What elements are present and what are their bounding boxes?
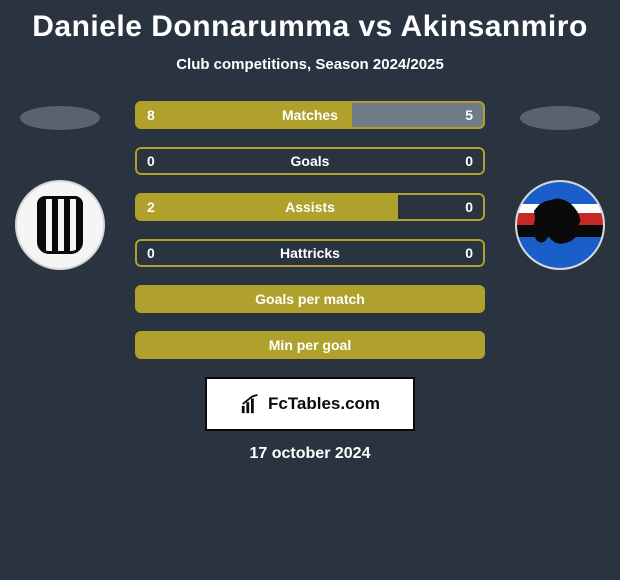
stat-label: Goals per match xyxy=(135,285,485,313)
stat-value-left: 8 xyxy=(147,101,155,129)
stat-value-right: 0 xyxy=(465,147,473,175)
stat-row: Matches8 5 xyxy=(135,101,485,129)
stat-value-left: 0 xyxy=(147,147,155,175)
page-title: Daniele Donnarumma vs Akinsanmiro xyxy=(0,0,620,44)
stat-value-right: 0 xyxy=(465,193,473,221)
club-crest-left-shield xyxy=(37,196,83,254)
stat-label: Assists xyxy=(135,193,485,221)
footer-date: 17 october 2024 xyxy=(0,445,620,463)
stat-row: Hattricks0 0 xyxy=(135,239,485,267)
stat-label: Goals xyxy=(135,147,485,175)
stat-bars: Matches85Goals00Assists20Hattricks00Goal… xyxy=(135,101,485,377)
club-crest-right xyxy=(515,180,605,270)
brand-text: FcTables.com xyxy=(268,394,380,414)
stat-value-right: 0 xyxy=(465,239,473,267)
club-crest-left xyxy=(15,180,105,270)
brand-logo-icon xyxy=(240,393,262,415)
stat-label: Hattricks xyxy=(135,239,485,267)
player-right-silhouette xyxy=(520,106,600,130)
stat-row: Min per goal xyxy=(135,331,485,359)
stat-row: Goals per match xyxy=(135,285,485,313)
stat-value-right: 5 xyxy=(465,101,473,129)
stat-row: Assists2 0 xyxy=(135,193,485,221)
stat-value-left: 0 xyxy=(147,239,155,267)
stat-label: Matches xyxy=(135,101,485,129)
stat-row: Goals0 0 xyxy=(135,147,485,175)
brand-card: FcTables.com xyxy=(205,377,415,431)
comparison-area: Matches85Goals00Assists20Hattricks00Goal… xyxy=(0,101,620,371)
stat-value-left: 2 xyxy=(147,193,155,221)
subtitle: Club competitions, Season 2024/2025 xyxy=(0,56,620,73)
player-left-silhouette xyxy=(20,106,100,130)
stat-label: Min per goal xyxy=(135,331,485,359)
player-right-column xyxy=(500,101,620,270)
player-left-column xyxy=(0,101,120,270)
